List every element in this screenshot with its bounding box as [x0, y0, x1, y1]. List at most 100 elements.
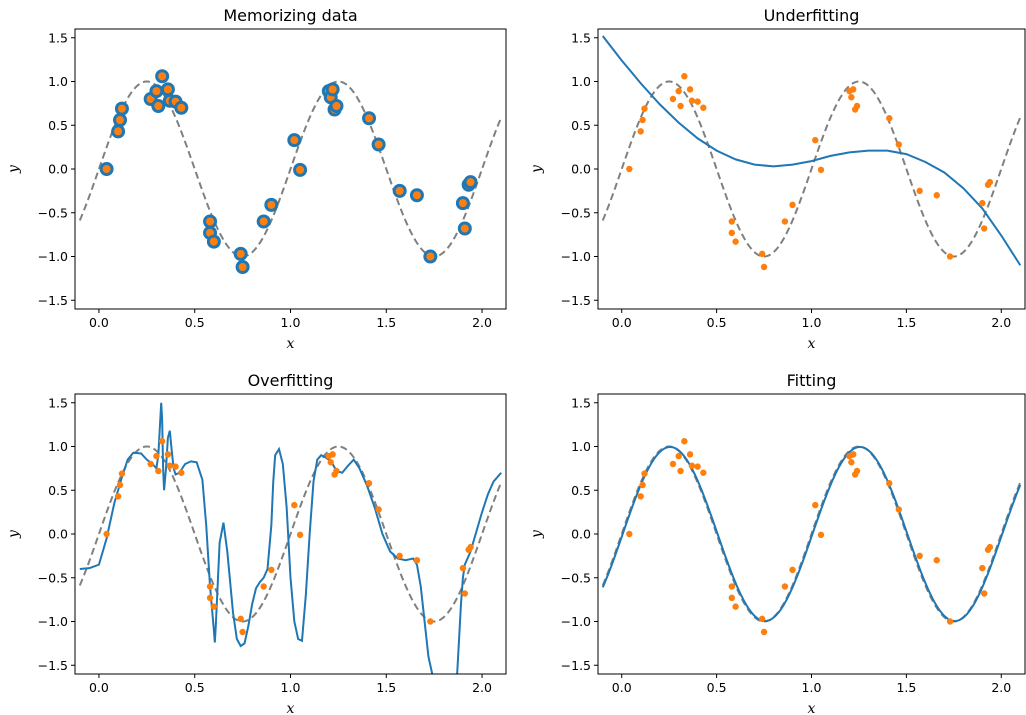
y-tick-label: 1.0 — [571, 439, 591, 454]
y-tick-label: 1.5 — [48, 395, 68, 410]
subplot-3: 0.0 0.5 1.0 1.5 2.0 −1.5 −1.0 −0.5 0.0 0.5 1.0 1.5 O… — [6, 371, 507, 715]
x-tick-label: 2.0 — [472, 680, 492, 695]
data-point — [99, 162, 114, 176]
data-point — [392, 183, 407, 198]
x-tick-label: 0.0 — [612, 315, 632, 330]
y-tick-label: −0.5 — [38, 570, 68, 585]
y-axis-label: y — [529, 529, 545, 539]
data-point — [933, 192, 940, 199]
data-point — [694, 463, 701, 470]
x-tick-label: 2.0 — [472, 315, 492, 330]
x-axis-label: x — [287, 701, 295, 715]
data-point — [916, 552, 923, 560]
data-point — [789, 566, 796, 574]
data-point — [669, 460, 677, 468]
x-tick-label: 1.0 — [281, 680, 301, 695]
data-point — [626, 530, 633, 538]
data-point — [986, 178, 994, 186]
data-point — [850, 86, 857, 93]
data-point — [916, 187, 923, 195]
data-point — [153, 452, 160, 460]
subplot-title: Overfitting — [248, 371, 334, 390]
y-tick-label: 0.5 — [48, 118, 68, 133]
x-tick-label: 0.5 — [185, 680, 205, 695]
data-point — [812, 136, 819, 144]
data-point — [758, 250, 766, 258]
data-point — [206, 594, 214, 602]
y-axis-label: y — [6, 164, 22, 174]
plot-area — [78, 69, 503, 274]
data-point — [812, 501, 819, 509]
data-point — [677, 102, 684, 110]
data-point — [461, 590, 469, 597]
data-point — [980, 590, 988, 597]
data-point — [256, 214, 271, 229]
data-point — [933, 557, 940, 564]
data-point — [688, 97, 696, 104]
data-point — [979, 199, 986, 207]
data-point — [329, 451, 336, 458]
data-point — [325, 82, 340, 97]
true-function-curve — [78, 80, 503, 258]
x-tick-label: 2.0 — [991, 315, 1011, 330]
data-point — [235, 260, 250, 274]
data-point — [979, 564, 986, 572]
data-point — [371, 137, 386, 152]
data-point — [986, 543, 994, 551]
data-point — [296, 531, 304, 539]
x-axis-label: x — [287, 336, 295, 352]
data-point — [459, 564, 467, 572]
data-point — [455, 196, 470, 211]
data-point — [463, 175, 478, 190]
y-axis-label: y — [529, 164, 545, 174]
data-point — [853, 102, 861, 110]
data-point — [686, 451, 694, 458]
subplot-title: Memorizing data — [223, 6, 357, 25]
y-tick-label: −1.0 — [38, 614, 68, 629]
data-point — [413, 557, 421, 564]
x-tick-label: 1.0 — [281, 315, 301, 330]
data-point — [789, 201, 796, 209]
data-point — [210, 603, 218, 610]
data-point — [160, 82, 175, 97]
data-point — [850, 451, 857, 458]
x-tick-label: 0.0 — [89, 680, 109, 695]
data-point — [669, 95, 677, 103]
x-tick-label: 2.0 — [991, 680, 1011, 695]
data-point — [946, 253, 954, 260]
y-axis-label: y — [6, 529, 22, 539]
subplot-title: Fitting — [787, 371, 837, 390]
data-point — [946, 618, 954, 625]
data-point — [758, 615, 766, 623]
plot-area — [601, 438, 1022, 636]
data-point — [151, 99, 166, 113]
data-point — [203, 214, 218, 229]
data-point — [114, 493, 122, 500]
data-point — [362, 111, 377, 126]
y-tick-label: 0.0 — [571, 527, 591, 542]
plot-area — [601, 35, 1022, 271]
data-point — [327, 459, 334, 466]
y-tick-label: 0.5 — [571, 483, 591, 498]
data-point — [365, 480, 373, 487]
data-point — [237, 615, 244, 623]
x-tick-label: 0.5 — [185, 315, 205, 330]
y-tick-label: −0.5 — [561, 205, 591, 220]
x-tick-label: 0.0 — [89, 315, 109, 330]
data-point — [728, 583, 735, 590]
data-point — [260, 583, 267, 590]
data-point — [694, 98, 701, 105]
data-point — [172, 463, 179, 470]
data-point — [291, 501, 298, 509]
data-point — [293, 162, 308, 177]
data-point — [637, 128, 644, 135]
data-point — [853, 467, 861, 475]
data-point — [781, 583, 789, 590]
data-point — [427, 618, 434, 625]
data-point — [333, 467, 340, 475]
data-point — [728, 229, 735, 237]
data-point — [268, 566, 275, 574]
x-tick-label: 0.0 — [612, 680, 632, 695]
data-point — [781, 218, 789, 225]
